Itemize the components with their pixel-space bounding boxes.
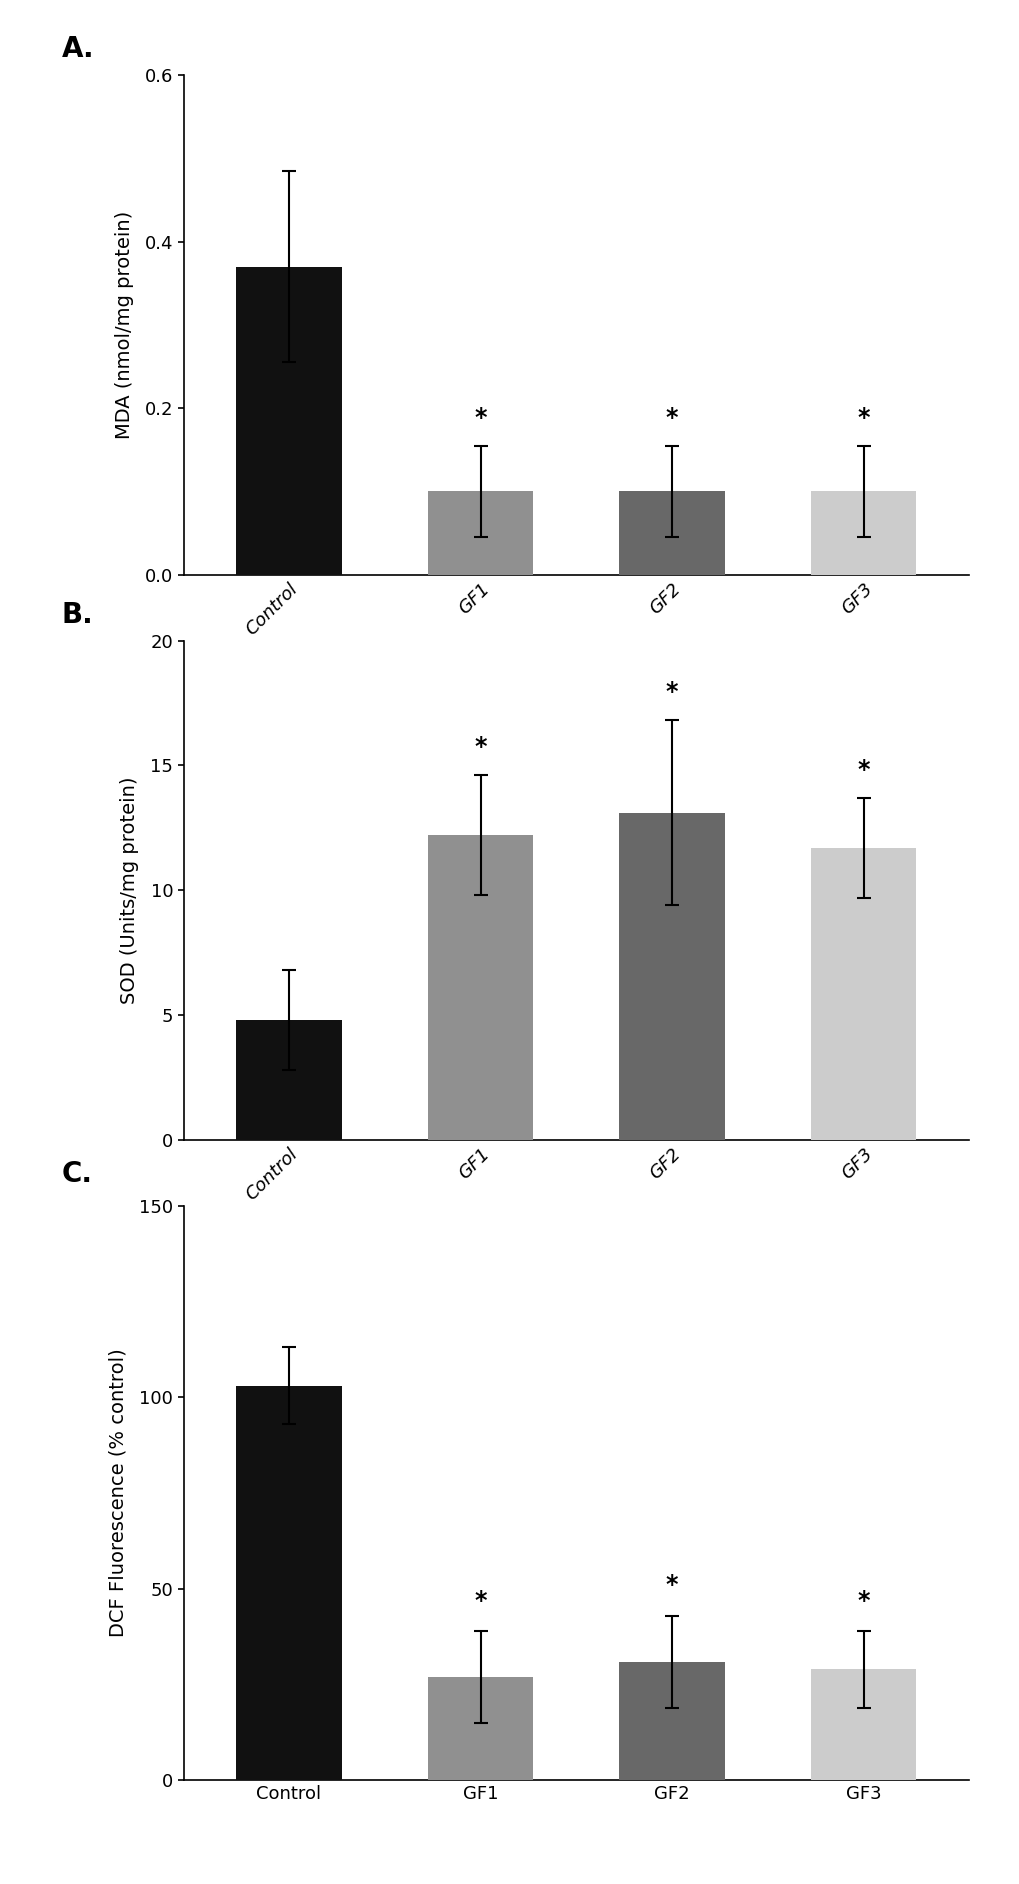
Text: A.: A. [62,36,95,64]
Bar [619,1662,725,1780]
Bar [427,1677,533,1780]
Bar [236,1387,341,1780]
Bar [427,492,533,575]
Bar [236,1019,341,1140]
Text: *: * [857,405,869,430]
Bar [619,812,725,1140]
Text: *: * [857,1588,869,1613]
Y-axis label: MDA (nmol/mg protein): MDA (nmol/mg protein) [114,211,133,439]
Text: B.: B. [62,601,94,629]
Bar [619,492,725,575]
Bar [810,1669,915,1780]
Bar [427,835,533,1140]
Text: *: * [474,405,486,430]
Text: *: * [474,1588,486,1613]
Y-axis label: SOD (Units/mg protein): SOD (Units/mg protein) [120,776,139,1004]
Text: *: * [665,1573,678,1598]
Bar [236,268,341,575]
Text: *: * [857,757,869,782]
Y-axis label: DCF Fluorescence (% control): DCF Fluorescence (% control) [109,1349,127,1637]
Bar [810,848,915,1140]
Text: *: * [665,680,678,705]
Text: *: * [665,405,678,430]
Text: C.: C. [62,1161,93,1187]
Bar [810,492,915,575]
Text: *: * [474,735,486,759]
